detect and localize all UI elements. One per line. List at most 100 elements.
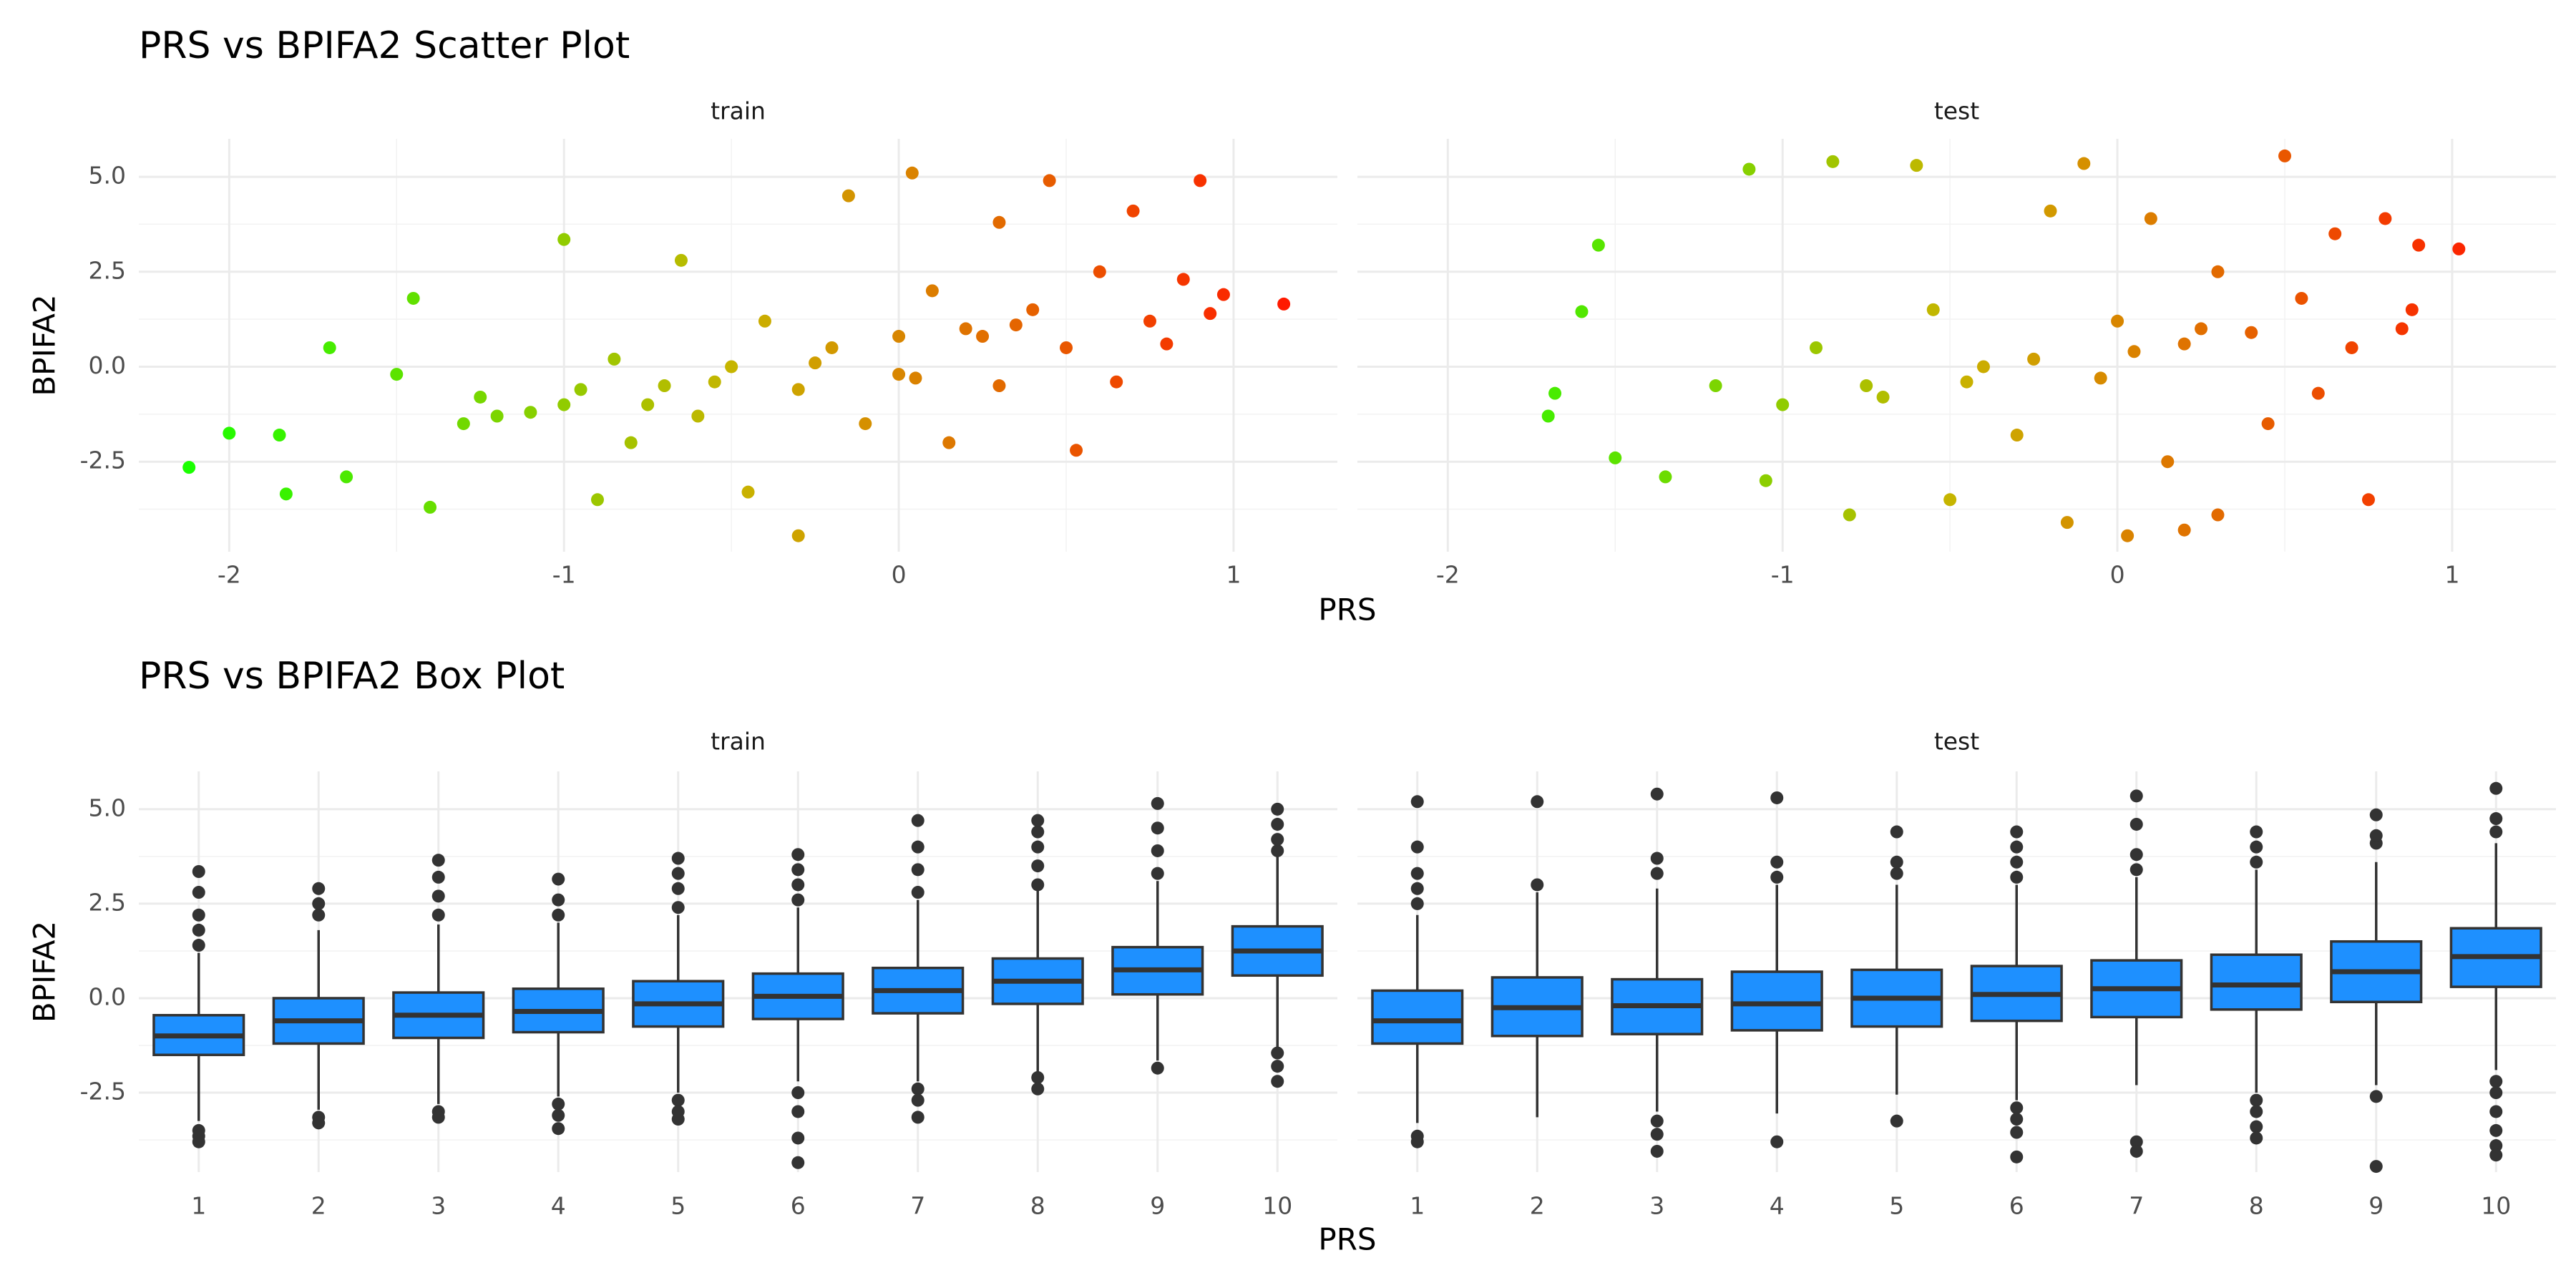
scatter-point (2361, 493, 2375, 507)
scatter-point (758, 314, 771, 328)
outlier (2369, 1160, 2383, 1174)
x-tick-label: 7 (2129, 1192, 2144, 1220)
scatter-point (674, 253, 688, 267)
x-tick-label: 0 (2110, 561, 2125, 589)
scatter-point (2395, 322, 2409, 336)
outlier (2489, 781, 2503, 795)
outlier (1271, 1060, 1284, 1073)
x-tick-label: 6 (2009, 1192, 2024, 1220)
outlier (2250, 840, 2263, 854)
scatter-point (1216, 288, 1230, 301)
scatter-point (1943, 493, 1957, 507)
outlier (312, 1116, 326, 1130)
scatter-point (1204, 307, 1217, 321)
x-tick-label: 9 (1150, 1192, 1165, 1220)
scatter-point (859, 417, 872, 431)
scatter-point (1194, 174, 1207, 187)
outlier (791, 1156, 805, 1169)
outlier (2489, 1105, 2503, 1118)
scatter-point (1093, 265, 1106, 278)
outlier (552, 908, 565, 922)
x-tick-label: 10 (1262, 1192, 1292, 1220)
scatter-point (273, 429, 286, 442)
chart-title: PRS vs BPIFA2 Scatter Plot (139, 24, 630, 67)
scatter-point (809, 356, 822, 370)
scatter-point (658, 379, 671, 393)
scatter-point (406, 291, 420, 305)
x-tick-label: -1 (552, 561, 576, 589)
outlier (2129, 863, 2143, 877)
x-tick-label: 7 (910, 1192, 925, 1220)
outlier (2489, 1148, 2503, 1162)
outlier (791, 863, 805, 877)
outlier (791, 848, 805, 862)
outlier (2010, 1126, 2024, 1139)
outlier (1151, 821, 1164, 835)
scatter-point (557, 233, 571, 246)
outlier (2489, 1086, 2503, 1100)
outlier (1650, 1128, 1664, 1141)
scatter-point (825, 341, 839, 354)
scatter-point (1160, 337, 1174, 351)
scatter-point (1541, 409, 1555, 423)
outlier (671, 1093, 685, 1107)
x-tick-label: 3 (431, 1192, 446, 1220)
chart-title: PRS vs BPIFA2 Box Plot (139, 655, 565, 698)
scatter-point (1609, 451, 1622, 464)
outlier (552, 1097, 565, 1111)
scatter-point (490, 409, 504, 423)
scatter-point (1043, 174, 1056, 187)
outlier (911, 1111, 924, 1124)
outlier (2489, 812, 2503, 826)
outlier (2129, 789, 2143, 803)
scatter-point (1759, 474, 1772, 487)
outlier (312, 897, 326, 910)
scatter-point (976, 330, 990, 343)
scatter-point (1926, 303, 1940, 316)
scatter-point (2412, 238, 2426, 252)
scatter-point (2044, 204, 2057, 218)
x-tick-label: 1 (1410, 1192, 1425, 1220)
scatter-point (608, 352, 621, 366)
scatter-point (725, 360, 738, 374)
scatter-point (182, 461, 196, 474)
x-tick-label: 1 (1226, 561, 1241, 589)
outlier (431, 1111, 445, 1124)
outlier (2250, 1131, 2263, 1145)
outlier (911, 1093, 924, 1107)
x-tick-label: -2 (1436, 561, 1460, 589)
box (1730, 970, 1823, 1032)
outlier (911, 886, 924, 899)
outlier (1031, 814, 1045, 827)
scatter-point (2405, 303, 2419, 316)
outlier (791, 1131, 805, 1145)
scatter-point (992, 215, 1006, 229)
scatter-point (909, 371, 922, 385)
y-tick-label: 0.0 (89, 351, 126, 379)
x-tick-label: 5 (670, 1192, 686, 1220)
scatter-point (1009, 318, 1023, 332)
scatter-point (2121, 529, 2135, 542)
outlier (1410, 795, 1424, 809)
outlier (552, 1108, 565, 1122)
scatter-point (2311, 386, 2325, 400)
outlier (911, 1082, 924, 1096)
scatter-point (2295, 291, 2308, 305)
scatter-point (340, 470, 353, 484)
outlier (2010, 1150, 2024, 1163)
scatter-point (2177, 337, 2191, 351)
outlier (1271, 1075, 1284, 1088)
x-tick-label: 3 (1649, 1192, 1664, 1220)
outlier (2010, 825, 2024, 839)
outlier (1410, 882, 1424, 895)
outlier (431, 889, 445, 903)
outlier (1770, 1135, 1784, 1148)
scatter-point (2177, 523, 2191, 537)
outlier (1151, 796, 1164, 810)
outlier (2369, 1090, 2383, 1103)
x-tick-label: 10 (2481, 1192, 2511, 1220)
scatter-point (424, 500, 437, 514)
outlier (2010, 870, 2024, 884)
outlier (2129, 848, 2143, 862)
